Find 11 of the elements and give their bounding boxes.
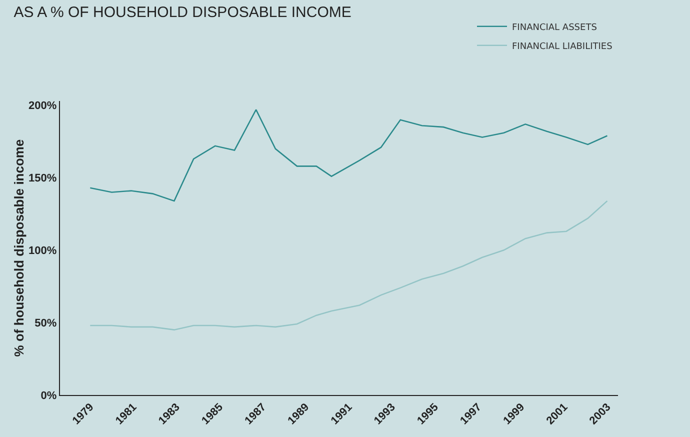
chart-title: AS A % OF HOUSEHOLD DISPOSABLE INCOME: [14, 4, 352, 22]
legend-label: FINANCIAL ASSETS: [512, 22, 598, 33]
y-tick-label: 200%: [28, 100, 57, 112]
y-axis-title: % of household disposable income: [12, 139, 27, 357]
y-tick-label: 0%: [40, 390, 57, 402]
y-tick-label: 150%: [28, 172, 57, 185]
y-tick-label: 100%: [28, 245, 57, 258]
y-tick-label: 50%: [34, 317, 57, 330]
legend-label: FINANCIAL LIABILITIES: [512, 42, 613, 52]
line-series: [90, 109, 608, 202]
line-series: [90, 200, 608, 330]
